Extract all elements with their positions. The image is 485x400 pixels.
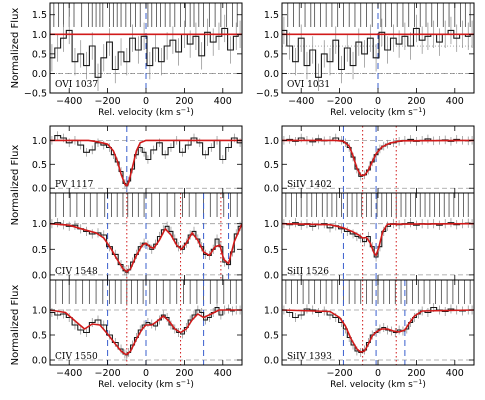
y-tick-label: 1.0 (264, 30, 279, 41)
plot-area (50, 193, 242, 280)
y-tick-label: 0.5 (32, 49, 47, 60)
y-tick-label: 0.5 (264, 49, 279, 60)
x-tick-label: −200 (95, 368, 121, 379)
y-tick-label: 0.0 (264, 356, 279, 367)
x-tick-label: −200 (327, 96, 353, 107)
y-tick-label: 0.5 (264, 160, 279, 171)
plot-area (282, 193, 474, 280)
flux-spectrum-line (50, 27, 242, 78)
y-tick-label: 0.5 (264, 245, 279, 256)
y-axis-label-top: Normalized Flux (10, 8, 21, 89)
ion-label: SiIV 1402 (287, 180, 332, 190)
plot-area (50, 280, 242, 365)
y-tick-label: 1.0 (264, 136, 279, 147)
y-tick-label: 0.5 (264, 331, 279, 342)
y-tick-label: 1.0 (264, 306, 279, 317)
x-axis-label: Rel. velocity (km s−1) (330, 106, 426, 118)
x-tick-label: −400 (288, 96, 314, 107)
panel-OVI-1037: −0.5 0.0 0.5 1.0 1.5 −400 −200 0 200 400 Rel. velo… (24, 2, 243, 118)
y-tick-label: 0.0 (264, 184, 279, 195)
y-axis-label-middle: Normalized Flux (10, 145, 21, 226)
x-tick-label: −400 (56, 96, 82, 107)
y-tick-label: 1.0 (32, 219, 47, 230)
x-tick-label: 400 (446, 368, 464, 379)
y-tick-label: 0.0 (32, 270, 47, 281)
model-fit-line (50, 139, 242, 187)
y-tick-label: 0.0 (32, 69, 47, 80)
y-tick-label: 1.5 (32, 10, 47, 21)
y-tick-label: 0.0 (32, 356, 47, 367)
x-axis-label: Rel. velocity (km s−1) (330, 378, 426, 390)
model-fit-line (282, 309, 474, 353)
panel-PV-1117: 0.0 0.5 1.0 PV 1117 (32, 125, 243, 195)
ion-label: PV 1117 (55, 180, 94, 190)
x-tick-label: 200 (175, 96, 193, 107)
panel-OVI-1031: −0.5 0.0 0.5 1.0 1.5 −400 −200 0 200 400 Rel. velo… (256, 2, 475, 118)
panel-SiIV-1402: 0.0 0.5 1.0 SiIV 1402 (264, 125, 475, 195)
panel-CIV-1550: 0.0 0.5 1.0 −400 −200 0 200 400 Rel. velocity (k… (32, 279, 243, 390)
ion-label: CIV 1550 (55, 352, 98, 362)
x-tick-label: 200 (407, 96, 425, 107)
y-tick-label: 0.5 (32, 160, 47, 171)
x-tick-label: 400 (214, 368, 232, 379)
x-tick-label: 0 (143, 96, 149, 107)
y-tick-label: 1.0 (32, 136, 47, 147)
y-tick-label: −0.5 (24, 89, 47, 100)
y-tick-label: 1.5 (264, 10, 279, 21)
y-tick-label: −0.5 (256, 89, 279, 100)
x-tick-label: −400 (56, 368, 82, 379)
ion-label: SiIV 1393 (287, 352, 332, 362)
x-axis-label: Rel. velocity (km s−1) (98, 106, 194, 118)
plot-area (282, 3, 474, 93)
y-tick-label: 0.5 (32, 245, 47, 256)
x-tick-label: 200 (175, 368, 193, 379)
x-tick-label: 400 (446, 96, 464, 107)
model-fit-line (50, 309, 242, 356)
plot-area (50, 3, 242, 93)
y-tick-label: 1.0 (32, 306, 47, 317)
model-fit-line (282, 222, 474, 257)
x-tick-label: 200 (407, 368, 425, 379)
x-tick-label: −200 (327, 368, 353, 379)
ion-label: CIV 1548 (55, 267, 98, 277)
panel-SiIV-1393: 0.0 0.5 1.0 −200 0 200 400 Rel. velocity (km s−… (264, 279, 475, 390)
x-tick-label: 0 (143, 368, 149, 379)
x-tick-label: −200 (95, 96, 121, 107)
panels-group: −0.5 0.0 0.5 1.0 1.5 −400 −200 0 200 400 Rel. velo… (24, 2, 475, 390)
y-tick-label: 1.0 (32, 30, 47, 41)
y-tick-label: 0.0 (264, 270, 279, 281)
ion-label: OVI 1037 (55, 80, 98, 90)
x-tick-label: 0 (375, 368, 381, 379)
panel-CIV-1548: 0.0 0.5 1.0 CIV 1548 (32, 192, 243, 281)
y-tick-label: 0.5 (32, 331, 47, 342)
y-tick-label: 1.0 (264, 219, 279, 230)
x-tick-label: 400 (214, 96, 232, 107)
flux-spectrum-line (50, 135, 242, 187)
y-axis-label-bottom: Normalized Flux (10, 285, 21, 366)
x-tick-label: 0 (375, 96, 381, 107)
panel-SiII-1526: 0.0 0.5 1.0 SiII 1526 (264, 192, 475, 281)
model-fit-line (50, 222, 242, 273)
ion-label: OVI 1031 (287, 80, 330, 90)
ion-label: SiII 1526 (287, 267, 329, 277)
plot-area (282, 280, 474, 365)
flux-spectrum-line (282, 27, 474, 78)
flux-spectrum-line (50, 306, 242, 356)
y-tick-label: 0.0 (264, 69, 279, 80)
model-fit-line (282, 139, 474, 177)
x-axis-label: Rel. velocity (km s−1) (98, 378, 194, 390)
y-tick-label: 0.0 (32, 184, 47, 195)
